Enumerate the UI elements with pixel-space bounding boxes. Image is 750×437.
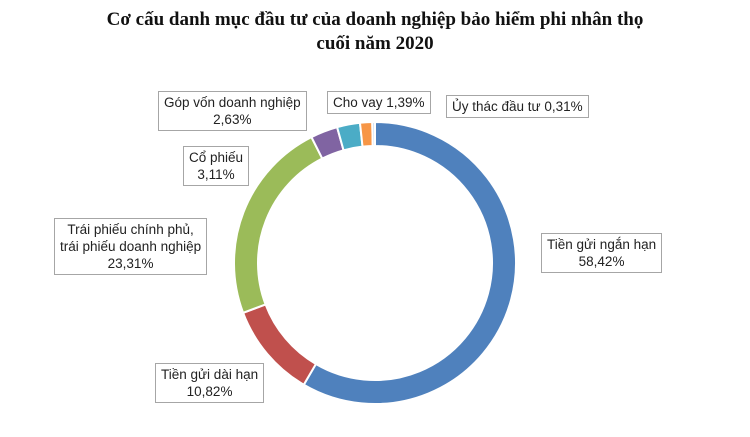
slice-label: Tiền gửi dài hạn	[161, 367, 259, 382]
donut-slice-5	[358, 121, 374, 148]
chart-title: Cơ cấu danh mục đầu tư của doanh nghiệp …	[0, 8, 750, 56]
slice-value: 10,82%	[186, 384, 233, 399]
slice-value: 2,63%	[213, 112, 252, 127]
data-label-3: Cổ phiếu 3,11%	[183, 146, 250, 186]
donut-slice-6	[371, 120, 376, 148]
slice-value: 58,42%	[578, 254, 625, 269]
slice-label: Tiền gửi ngắn hạn	[547, 237, 657, 252]
data-label-2: Trái phiếu chính phủ, trái phiếu doanh ng…	[54, 218, 208, 275]
chart-title-line-1: Cơ cấu danh mục đầu tư của doanh nghiệp …	[106, 9, 644, 30]
data-label-4: Góp vốn doanh nghiệp 2,63%	[158, 91, 307, 131]
slice-label: trái phiếu doanh nghiệp	[60, 239, 202, 254]
slice-value: 23,31%	[107, 256, 154, 271]
slice-label: Góp vốn doanh nghiệp	[164, 95, 301, 110]
slice-label: Cho vay	[333, 95, 387, 110]
slice-label: Cổ phiếu	[189, 150, 244, 165]
slice-value: 1,39%	[386, 95, 425, 110]
data-label-5: Cho vay 1,39%	[327, 91, 431, 114]
slice-value: 0,31%	[544, 99, 583, 114]
slice-value: 3,11%	[197, 167, 235, 182]
slice-label: Trái phiếu chính phủ,	[67, 222, 194, 237]
slice-label: Ủy thác đầu tư	[452, 99, 545, 114]
donut-slice-0	[302, 120, 517, 405]
data-label-0: Tiền gửi ngắn hạn 58,42%	[541, 233, 663, 273]
chart-title-line-2: cuối năm 2020	[316, 33, 434, 54]
data-label-1: Tiền gửi dài hạn 10,82%	[155, 363, 265, 403]
data-label-6: Ủy thác đầu tư 0,31%	[446, 95, 589, 118]
